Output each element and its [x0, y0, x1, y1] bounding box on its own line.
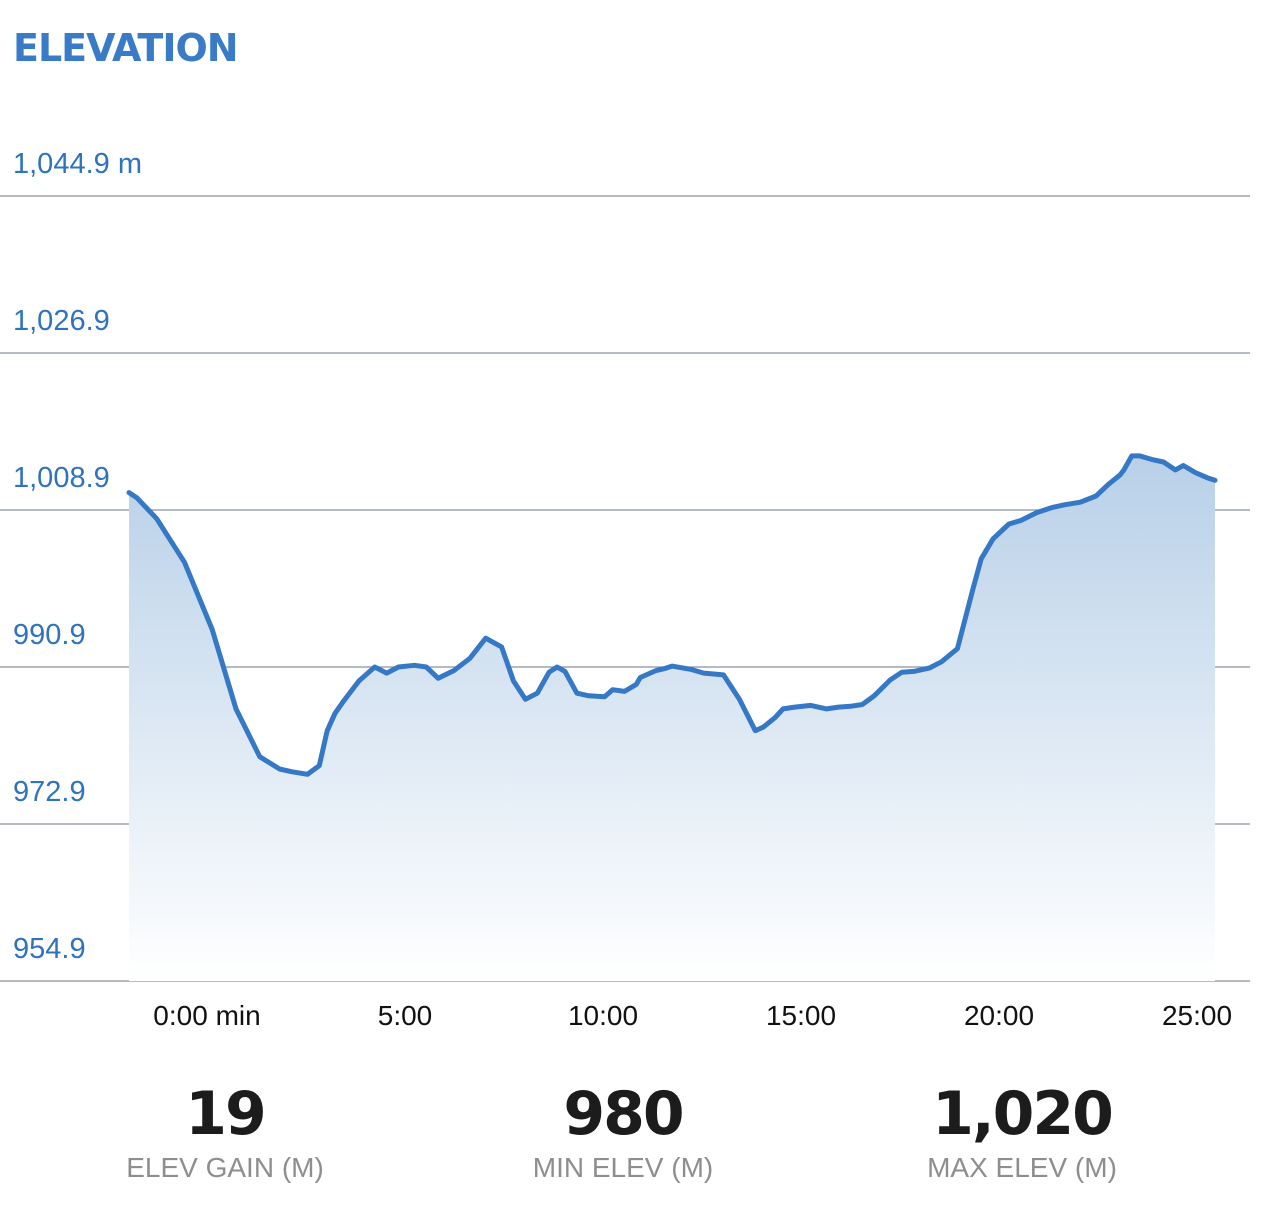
elev-gain-value: 19	[185, 1079, 267, 1149]
x-tick-label: 25:00	[1162, 1000, 1232, 1031]
y-tick-label: 954.9	[13, 933, 86, 965]
elevation-area-fill	[129, 455, 1215, 981]
y-axis-labels: 1,044.9 m 1,026.9 1,008.9 990.9 972.9 954.9	[13, 148, 142, 965]
chart-title: ELEVATION	[13, 26, 239, 70]
y-tick-label: 1,008.9	[13, 462, 110, 494]
min-elev-label: MIN ELEV (M)	[532, 1152, 714, 1183]
y-tick-label: 1,044.9 m	[13, 148, 142, 180]
min-elev-value: 980	[563, 1079, 684, 1149]
stat-min-elev: 980 MIN ELEV (M)	[493, 1080, 753, 1184]
x-tick-label: 0:00 min	[153, 1000, 260, 1031]
y-tick-label: 1,026.9	[13, 305, 110, 337]
x-tick-label: 20:00	[964, 1000, 1034, 1031]
max-elev-value: 1,020	[932, 1079, 1114, 1149]
elevation-line	[126, 453, 1218, 777]
max-elev-label: MAX ELEV (M)	[927, 1152, 1117, 1183]
stat-max-elev: 1,020 MAX ELEV (M)	[892, 1080, 1152, 1184]
elevation-chart: 1,044.9 m 1,026.9 1,008.9 990.9 972.9 954.9 0…	[0, 148, 1250, 1031]
stat-elev-gain: 19 ELEV GAIN (M)	[95, 1080, 355, 1184]
x-tick-label: 15:00	[766, 1000, 836, 1031]
elev-gain-label: ELEV GAIN (M)	[126, 1152, 324, 1183]
x-tick-label: 10:00	[568, 1000, 638, 1031]
x-tick-label: 5:00	[378, 1000, 433, 1031]
y-tick-label: 990.9	[13, 619, 86, 651]
x-axis-labels: 0:00 min 5:00 10:00 15:00 20:00 25:00	[153, 1000, 1232, 1031]
y-tick-label: 972.9	[13, 776, 86, 808]
